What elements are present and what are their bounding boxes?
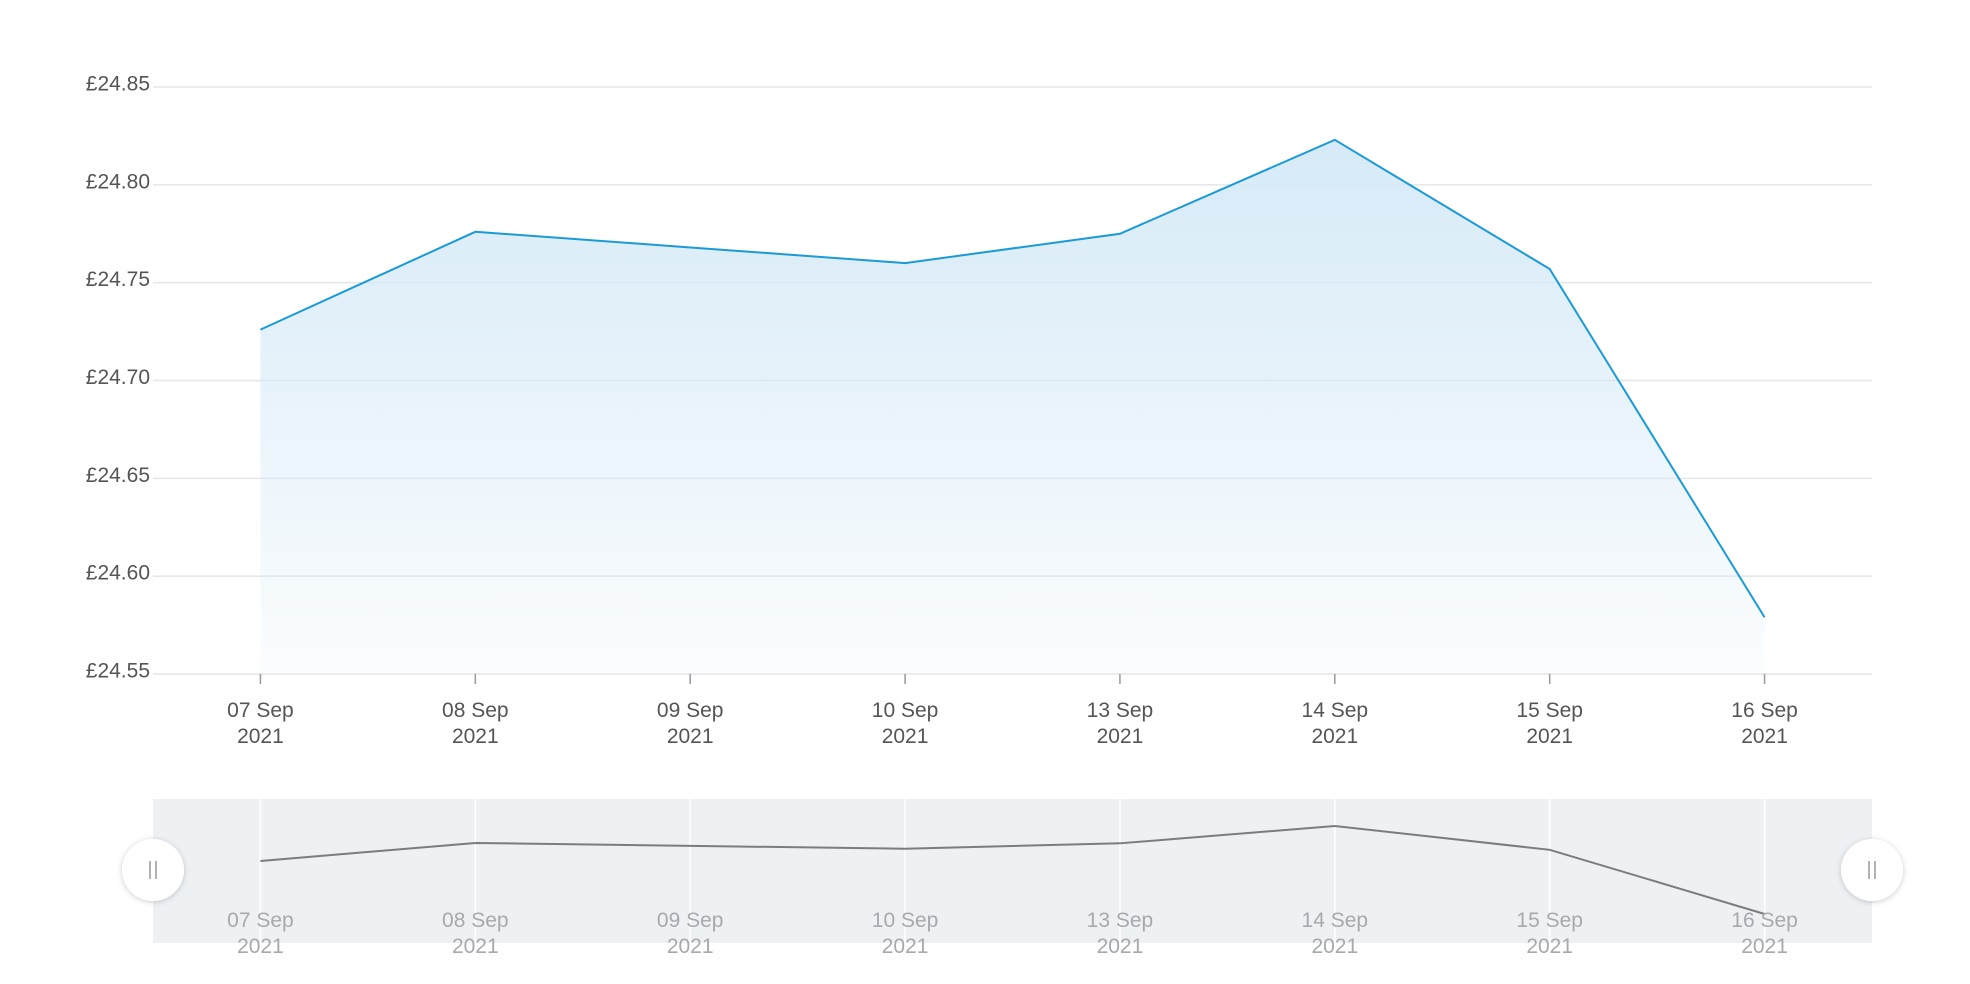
y-tick-label: £24.75 bbox=[86, 268, 150, 291]
navigator-label: 07 Sep 2021 bbox=[227, 909, 294, 958]
navigator-line bbox=[260, 824, 1765, 915]
y-tick-label: £24.85 bbox=[86, 73, 150, 96]
y-tick-label: £24.80 bbox=[86, 170, 150, 193]
x-tick-label: 14 Sep 2021 bbox=[1301, 699, 1369, 748]
navigator-label: 15 Sep 2021 bbox=[1516, 909, 1583, 958]
x-tick-label: 09 Sep 2021 bbox=[656, 699, 724, 748]
line bbox=[260, 138, 1766, 618]
navigator-label: 10 Sep 2021 bbox=[871, 909, 939, 958]
x-tick-label: 07 Sep 2021 bbox=[227, 699, 294, 748]
x-tick-label: 13 Sep 2021 bbox=[1086, 699, 1154, 748]
navigator-label: 13 Sep 2021 bbox=[1086, 909, 1154, 958]
y-tick-label: £24.70 bbox=[86, 366, 150, 389]
x-tick-label: 10 Sep 2021 bbox=[871, 699, 939, 748]
y-tick-label: £24.60 bbox=[86, 562, 150, 585]
x-tick-label: 16 Sep 2021 bbox=[1731, 699, 1798, 748]
x-tick-label: 08 Sep 2021 bbox=[442, 699, 509, 748]
navigator-background bbox=[153, 799, 1872, 943]
navigator-label: 14 Sep 2021 bbox=[1301, 909, 1369, 958]
navigator-label: 16 Sep 2021 bbox=[1731, 909, 1798, 958]
y-tick-label: £24.65 bbox=[86, 464, 150, 487]
area bbox=[260, 139, 1765, 674]
navigator-handle[interactable] bbox=[1841, 839, 1903, 901]
navigator-label: 09 Sep 2021 bbox=[656, 909, 724, 958]
navigator-handle[interactable] bbox=[122, 839, 184, 901]
navigator-label: 08 Sep 2021 bbox=[442, 909, 509, 958]
y-tick-label: £24.55 bbox=[86, 660, 150, 683]
x-tick-label: 15 Sep 2021 bbox=[1516, 699, 1583, 748]
